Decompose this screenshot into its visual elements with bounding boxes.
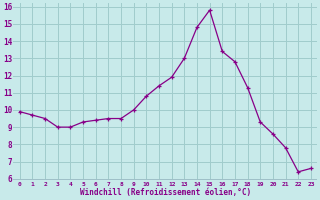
X-axis label: Windchill (Refroidissement éolien,°C): Windchill (Refroidissement éolien,°C) (80, 188, 251, 197)
